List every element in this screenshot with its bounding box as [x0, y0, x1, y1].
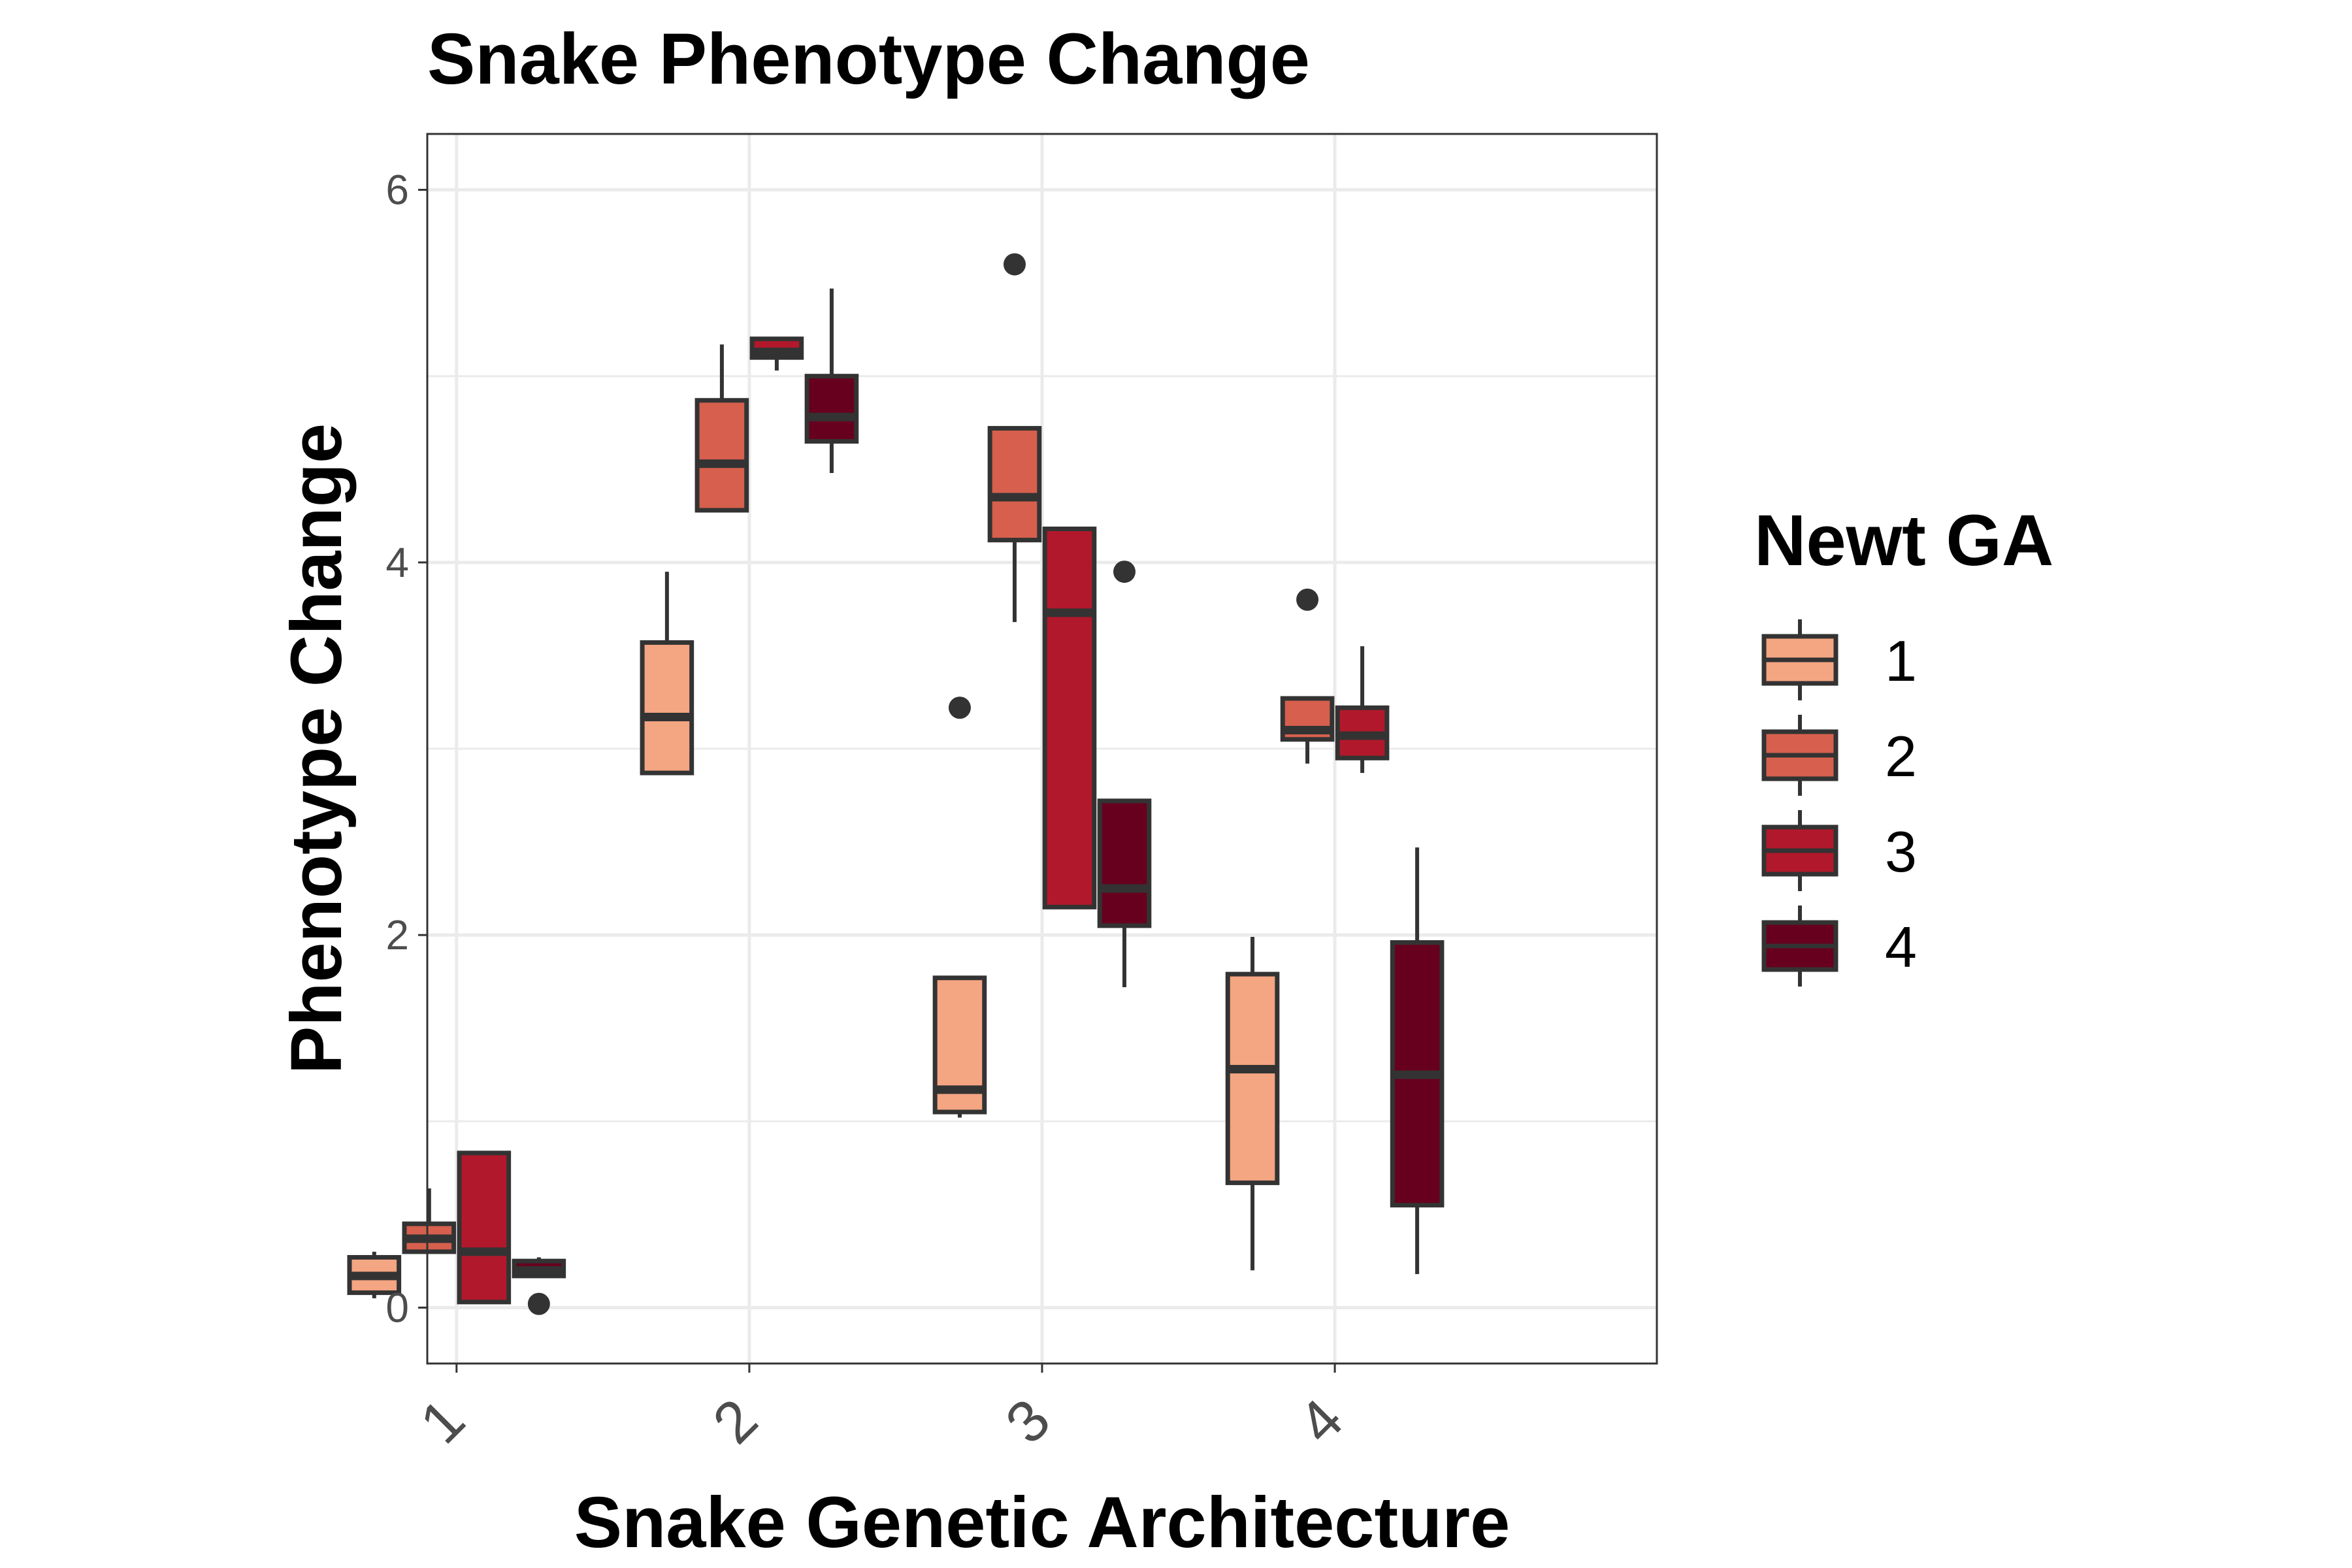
y-axis-title: Phenotype Change — [276, 423, 357, 1074]
box-series-3-cat-4 — [1335, 646, 1390, 774]
outlier-point — [948, 696, 971, 719]
box-body — [1225, 972, 1280, 1185]
box-body — [640, 640, 694, 776]
plot-boxes — [347, 253, 1445, 1315]
box-series-2-cat-3 — [987, 253, 1042, 623]
y-tick-label: 6 — [385, 167, 409, 214]
outlier-point — [527, 1292, 550, 1315]
box-body — [987, 426, 1042, 543]
legend-items: 1 2 3 4 — [1761, 619, 1917, 987]
x-axis-title: Snake Genetic Architecture — [574, 1482, 1511, 1563]
box-series-3-cat-1 — [457, 1151, 512, 1305]
box-series-4-cat-3 — [1097, 561, 1152, 987]
box-series-3-cat-3 — [1042, 527, 1097, 909]
box-body — [1097, 798, 1152, 928]
legend-item-3: 3 — [1761, 810, 1917, 891]
box-series-1-cat-1 — [347, 1251, 402, 1299]
outlier-point — [1296, 588, 1319, 611]
legend-item-2: 2 — [1761, 715, 1917, 796]
box-series-2-cat-1 — [402, 1188, 457, 1254]
legend-item-1: 1 — [1761, 619, 1917, 700]
legend-label: 2 — [1885, 724, 1917, 789]
box-body — [804, 374, 859, 444]
legend-label: 4 — [1885, 915, 1917, 979]
box-series-4-cat-1 — [512, 1257, 566, 1315]
box-series-3-cat-2 — [749, 336, 804, 371]
y-tick-label: 4 — [385, 539, 409, 586]
box-series-1-cat-2 — [640, 572, 694, 776]
box-series-4-cat-2 — [804, 288, 859, 473]
legend-title: Newt GA — [1754, 500, 2053, 581]
box-body — [1042, 527, 1097, 909]
box-body — [694, 398, 749, 513]
box-series-1-cat-4 — [1225, 937, 1280, 1271]
y-tick-label: 2 — [385, 911, 409, 958]
outlier-point — [1003, 253, 1026, 276]
box-series-1-cat-3 — [932, 696, 987, 1118]
outlier-point — [1113, 561, 1136, 583]
box-series-4-cat-4 — [1390, 847, 1445, 1275]
plot-grid — [427, 134, 1657, 1364]
legend-label: 1 — [1885, 629, 1917, 693]
chart-title: Snake Phenotype Change — [427, 19, 1310, 99]
legend: Newt GA 1 2 3 4 — [1754, 500, 2053, 987]
y-tick-label: 0 — [385, 1284, 409, 1331]
box-series-2-cat-4 — [1280, 588, 1335, 764]
box-series-2-cat-2 — [694, 344, 749, 513]
box-body — [457, 1151, 512, 1305]
legend-label: 3 — [1885, 819, 1917, 884]
y-axis: 0 2 4 6 — [385, 167, 427, 1331]
legend-item-4: 4 — [1761, 906, 1917, 987]
